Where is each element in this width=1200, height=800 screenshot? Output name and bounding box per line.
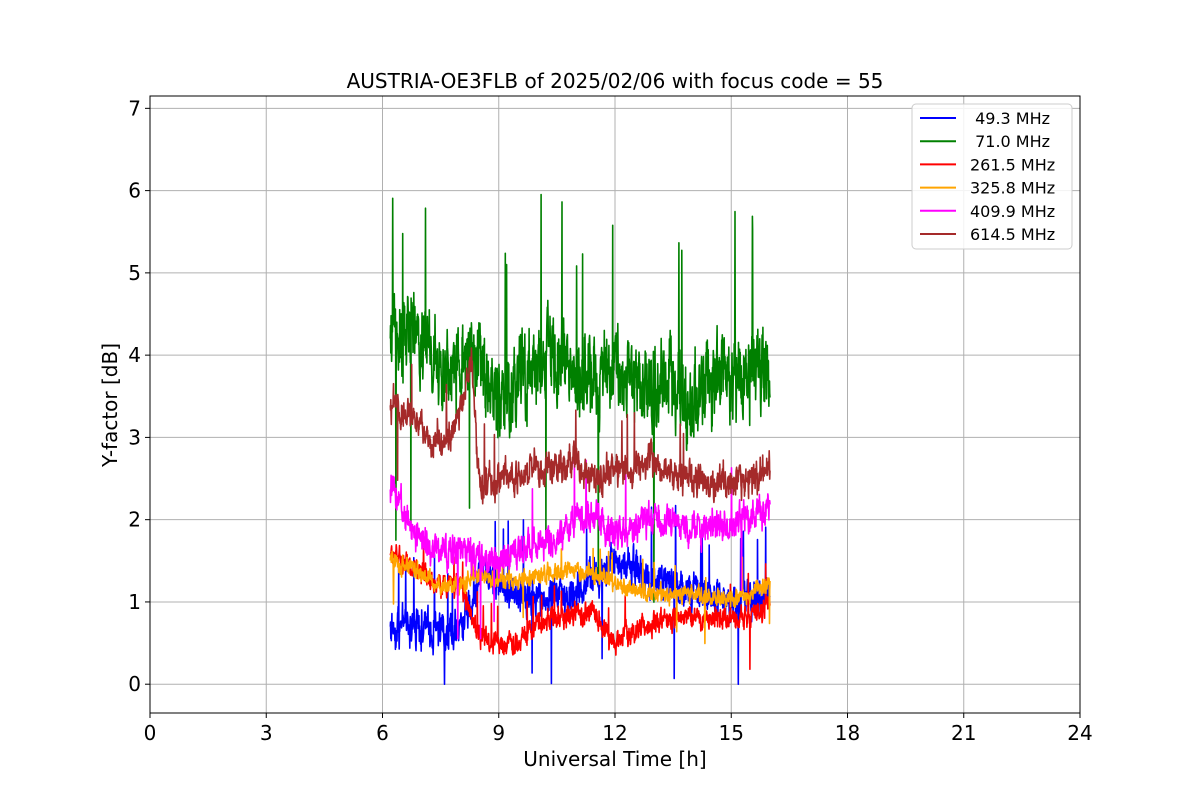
y-tick-label: 4 (128, 343, 141, 367)
x-tick-label: 3 (260, 721, 273, 745)
legend-label: 325.8 MHz (970, 179, 1055, 198)
legend-label: 409.9 MHz (970, 202, 1055, 221)
x-tick-label: 0 (144, 721, 157, 745)
x-tick-label: 6 (376, 721, 389, 745)
series-line-5 (389, 455, 771, 640)
y-tick-label: 1 (128, 590, 141, 614)
x-tick-label: 18 (835, 721, 860, 745)
x-axis: 0 3 6 9 12 15 18 21 24 (144, 713, 1093, 745)
legend-label: 261.5 MHz (970, 155, 1055, 174)
x-axis-label: Universal Time [h] (523, 747, 706, 771)
series-line-6 (389, 347, 771, 505)
y-tick-label: 7 (128, 96, 141, 120)
x-tick-label: 12 (602, 721, 627, 745)
series-line-2 (389, 193, 771, 603)
y-tick-label: 3 (128, 425, 141, 449)
y-tick-label: 6 (128, 179, 141, 203)
x-tick-label: 15 (719, 721, 744, 745)
chart-title: AUSTRIA-OE3FLB of 2025/02/06 with focus … (347, 69, 884, 93)
y-axis: 0 1 2 3 4 5 6 7 (128, 96, 150, 696)
legend-label: 49.3 MHz (970, 109, 1050, 128)
legend: 49.3 MHz 71.0 MHz 261.5 MHz 325.8 MHz 409.9… (911, 103, 1073, 250)
x-tick-label: 21 (951, 721, 976, 745)
series-layer (389, 193, 771, 686)
x-tick-label: 24 (1067, 721, 1092, 745)
legend-label: 71.0 MHz (970, 132, 1050, 151)
x-tick-label: 9 (492, 721, 505, 745)
y-tick-label: 0 (128, 672, 141, 696)
y-tick-label: 5 (128, 261, 141, 285)
y-axis-label: Y-factor [dB] (98, 343, 122, 468)
series-line-4 (389, 546, 771, 645)
legend-label: 614.5 MHz (970, 225, 1055, 244)
y-tick-label: 2 (128, 508, 141, 532)
